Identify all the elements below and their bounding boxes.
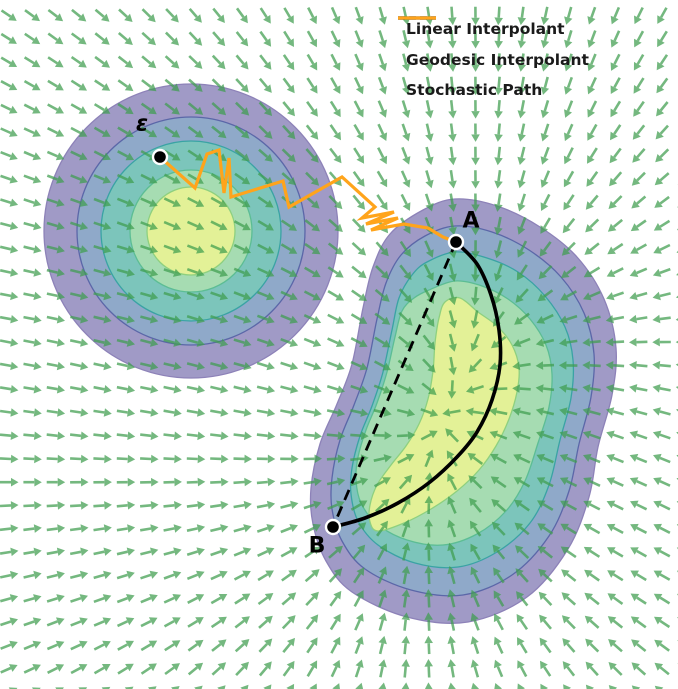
legend-item-geodesic-interpolant: Geodesic Interpolant	[398, 16, 589, 76]
legend-label: Stochastic Path	[406, 81, 543, 100]
geodesic-interpolant-path	[331, 240, 503, 529]
point-A	[447, 233, 465, 251]
point-B	[324, 518, 342, 536]
legend-item-stochastic-path: Stochastic Path	[398, 16, 589, 106]
linear-interpolant-path	[331, 241, 458, 528]
legend-label: Linear Interpolant	[406, 20, 565, 39]
quiver-arrows	[0, 6, 678, 689]
point-label-A: A	[462, 209, 479, 234]
point-label-epsilon: ε	[136, 112, 148, 137]
legend-label: Geodesic Interpolant	[406, 50, 589, 69]
legend: Linear Interpolant Geodesic Interpolant …	[398, 14, 589, 106]
point-label-B: B	[309, 534, 326, 559]
point-epsilon	[151, 148, 169, 166]
stochastic-path	[158, 147, 458, 244]
contour-left-mode	[43, 83, 339, 379]
